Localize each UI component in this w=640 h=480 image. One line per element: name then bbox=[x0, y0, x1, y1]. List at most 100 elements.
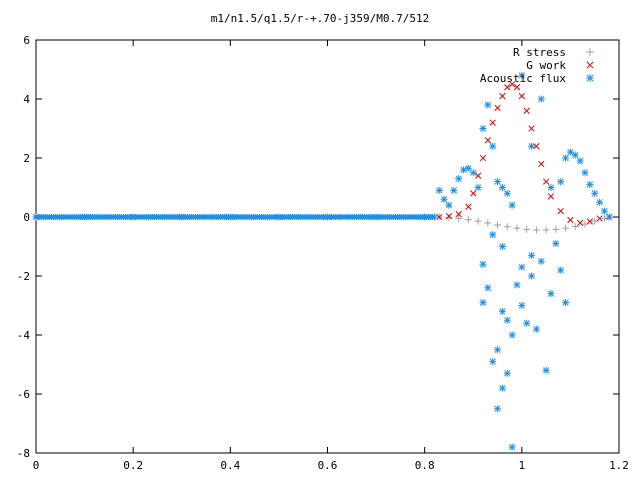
acoustic-flux-point bbox=[32, 213, 40, 221]
acoustic-flux-point bbox=[596, 198, 604, 206]
r-stress-point bbox=[484, 219, 492, 227]
acoustic-flux-point bbox=[542, 366, 550, 374]
r-stress-point bbox=[494, 221, 502, 229]
g-work-point bbox=[504, 84, 511, 91]
acoustic-flux-point bbox=[489, 231, 497, 239]
g-work-point bbox=[508, 81, 516, 88]
acoustic-flux-point bbox=[226, 213, 234, 221]
g-work-point bbox=[576, 219, 584, 227]
x-tick-label: 0.8 bbox=[415, 459, 435, 472]
acoustic-flux-point bbox=[528, 272, 536, 280]
y-tick-label: 2 bbox=[23, 152, 30, 165]
acoustic-flux-point bbox=[275, 213, 283, 221]
acoustic-flux-point bbox=[435, 186, 443, 194]
acoustic-flux-point bbox=[324, 213, 331, 221]
acoustic-flux-point bbox=[571, 151, 579, 159]
r-stress-point bbox=[464, 216, 472, 224]
data-marks bbox=[32, 71, 613, 451]
r-stress-point bbox=[532, 226, 540, 234]
legend-marker bbox=[586, 74, 594, 82]
acoustic-flux-point bbox=[537, 257, 545, 265]
acoustic-flux-point bbox=[586, 181, 594, 189]
axis-ticks: 0 0.2 0.4 0.6 0.8 1 1.2 6 4 2 0 -2 -4 -6 -8 bbox=[17, 34, 629, 472]
acoustic-flux-point bbox=[498, 184, 506, 191]
acoustic-flux-point bbox=[430, 213, 438, 221]
g-work-point bbox=[494, 104, 501, 112]
g-work-point bbox=[455, 210, 462, 218]
acoustic-flux-point bbox=[494, 346, 502, 354]
r-stress-point bbox=[552, 225, 560, 233]
acoustic-flux-point bbox=[498, 307, 506, 315]
y-tick-label: -4 bbox=[17, 329, 31, 342]
acoustic-flux-point bbox=[508, 201, 516, 209]
acoustic-flux-point bbox=[494, 178, 502, 186]
g-work-point bbox=[542, 178, 550, 185]
acoustic-flux-point bbox=[450, 186, 458, 194]
y-tick-label: -8 bbox=[17, 447, 30, 460]
g-work-point bbox=[499, 92, 506, 100]
acoustic-flux-point bbox=[503, 316, 511, 324]
r-stress-point bbox=[571, 222, 579, 230]
legend-label: R stress bbox=[513, 46, 566, 59]
acoustic-flux-point bbox=[528, 251, 536, 259]
y-tick-label: -6 bbox=[17, 388, 30, 401]
acoustic-flux-point bbox=[508, 331, 516, 339]
g-work-point bbox=[557, 207, 564, 215]
g-work-point bbox=[518, 92, 525, 100]
g-work-point bbox=[547, 193, 555, 200]
y-tick-label: 4 bbox=[23, 93, 30, 106]
acoustic-flux-point bbox=[605, 213, 613, 221]
legend-label: Acoustic flux bbox=[480, 72, 566, 85]
x-tick-label: 0 bbox=[33, 459, 40, 472]
r-stress-point bbox=[523, 225, 531, 233]
x-tick-label: 1.2 bbox=[609, 459, 629, 472]
r-stress-point bbox=[474, 217, 482, 225]
x-tick-label: 0.6 bbox=[318, 459, 338, 472]
r-stress-point bbox=[542, 226, 550, 234]
r-stress-point bbox=[562, 224, 570, 232]
r-stress-point bbox=[455, 214, 463, 222]
acoustic-flux-point bbox=[552, 240, 560, 248]
g-work-point bbox=[538, 160, 545, 168]
acoustic-flux-point bbox=[503, 369, 511, 377]
acoustic-flux-point bbox=[576, 157, 584, 165]
acoustic-flux-point bbox=[562, 299, 570, 307]
acoustic-flux-point bbox=[600, 207, 608, 215]
r-stress-point bbox=[503, 223, 511, 231]
acoustic-flux-point bbox=[581, 169, 589, 177]
acoustic-flux-point bbox=[479, 260, 487, 268]
legend-marker bbox=[586, 61, 594, 69]
acoustic-flux-point bbox=[440, 195, 448, 203]
acoustic-flux-point bbox=[523, 319, 531, 327]
acoustic-flux-point bbox=[484, 284, 492, 292]
acoustic-flux-point bbox=[494, 405, 502, 413]
acoustic-flux-point bbox=[537, 95, 545, 103]
acoustic-flux-point bbox=[479, 125, 487, 132]
acoustic-flux-point bbox=[489, 358, 497, 366]
acoustic-flux-point bbox=[81, 213, 89, 221]
acoustic-flux-point bbox=[518, 71, 526, 79]
g-work-point bbox=[586, 218, 594, 225]
g-work-point bbox=[567, 216, 574, 224]
acoustic-flux-point bbox=[532, 325, 540, 333]
legend-label: G work bbox=[526, 59, 566, 72]
acoustic-flux-point bbox=[129, 213, 137, 221]
acoustic-flux-point bbox=[421, 213, 429, 221]
g-work-point bbox=[479, 154, 487, 162]
acoustic-flux-point bbox=[489, 142, 497, 150]
plot-frame bbox=[35, 39, 620, 454]
g-work-point bbox=[523, 107, 530, 114]
acoustic-flux-point bbox=[484, 101, 492, 109]
acoustic-flux-point bbox=[498, 384, 506, 392]
g-work-point bbox=[436, 213, 443, 221]
acoustic-flux-point bbox=[547, 290, 555, 298]
chart-title: m1/n1.5/q1.5/r-+.70-j359/M0.7/512 bbox=[211, 12, 430, 25]
legend-marker bbox=[586, 48, 594, 56]
g-work-point bbox=[474, 172, 482, 179]
g-work-point bbox=[533, 143, 540, 150]
g-work-point bbox=[528, 125, 535, 132]
acoustic-flux-point bbox=[372, 213, 380, 221]
acoustic-flux-point bbox=[518, 302, 526, 309]
acoustic-flux-point bbox=[479, 299, 487, 307]
